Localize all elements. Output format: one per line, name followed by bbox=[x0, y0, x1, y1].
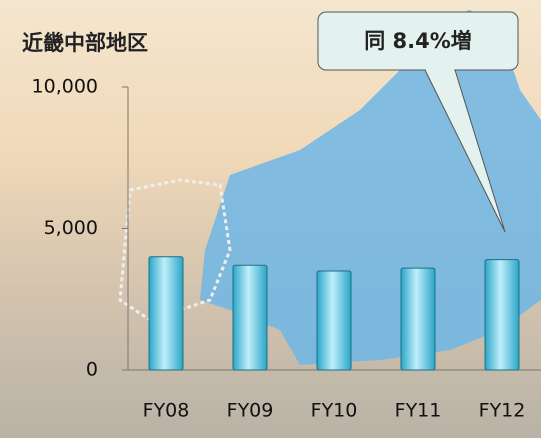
x-tick-label: FY08 bbox=[143, 400, 190, 422]
bar bbox=[485, 260, 519, 370]
x-tick-label: FY10 bbox=[311, 400, 358, 422]
x-tick-label: FY11 bbox=[395, 400, 442, 422]
x-tick-label: FY12 bbox=[479, 400, 526, 422]
callout-text: 同 8.4%増 bbox=[364, 29, 472, 53]
chart-title: 近畿中部地区 bbox=[22, 31, 148, 55]
bar bbox=[401, 268, 435, 370]
y-tick-label: 0 bbox=[86, 359, 98, 381]
bar bbox=[149, 257, 183, 370]
y-tick-label: 5,000 bbox=[44, 217, 98, 239]
x-tick-label: FY09 bbox=[227, 400, 274, 422]
y-tick-label: 10,000 bbox=[32, 76, 98, 98]
bar bbox=[233, 265, 267, 370]
bar bbox=[317, 271, 351, 370]
chart: 近畿中部地区 同 8.4%増 0 5,000 10,000 FY08 FY09 FY10 F… bbox=[0, 0, 541, 438]
